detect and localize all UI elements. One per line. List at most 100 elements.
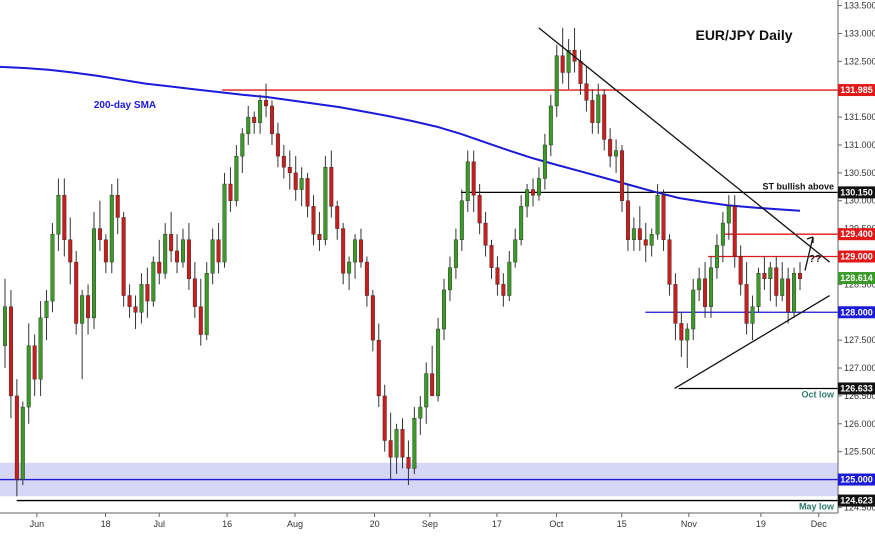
candle [175,250,180,263]
x-tick-label: 19 [756,519,766,529]
candle [115,194,120,218]
x-tick-label: 16 [222,519,232,529]
price-tag [838,250,875,263]
candle [679,323,684,341]
x-tick-label: Oct [549,519,564,529]
candle [768,267,773,280]
price-tag [838,228,875,241]
x-tick-label: Dec [811,519,828,529]
candle [697,278,702,291]
y-tick-label: 128.500 [844,279,875,289]
candle [32,345,37,380]
x-tick-label: 15 [617,519,627,529]
candle [477,194,482,224]
price-tag [838,494,875,507]
candle [275,133,280,157]
candle [649,233,654,246]
candle [382,395,387,441]
candle [20,406,25,480]
candle [774,267,779,296]
price-tag-label: 129.000 [840,252,873,262]
candle [109,194,114,263]
candle [293,172,298,190]
candle [341,228,346,274]
candle [780,278,785,296]
price-tag-label: 126.633 [840,383,873,393]
candle [281,155,286,168]
candle [525,189,530,207]
candle [139,284,144,313]
x-tick-label: Jun [30,519,45,529]
y-tick-label: 131.000 [844,140,875,150]
candle [26,345,31,408]
y-tick-label: 125.500 [844,447,875,457]
y-tick-label: 132.500 [844,56,875,66]
level-note: ST bullish above [762,181,834,191]
candle [578,61,583,84]
candle [86,295,91,319]
candle [430,373,435,397]
candle [489,245,494,268]
candle [103,239,108,263]
candle [703,278,708,307]
candle [495,267,500,285]
candle [400,429,405,458]
candle [92,228,96,319]
candle [8,306,13,397]
candle [264,100,269,107]
candle [673,284,678,324]
x-tick-label: 17 [492,519,502,529]
candle [133,306,138,313]
sma-line [0,65,801,212]
y-tick-label: 126.000 [844,419,875,429]
candle [186,239,191,280]
candle [74,261,79,324]
candle [548,105,553,146]
candle [560,55,565,73]
y-tick-label: 130.000 [844,196,875,206]
y-tick-label: 126.500 [844,391,875,401]
y-tick-label: 124.500 [844,502,875,512]
candle [732,206,737,257]
candle [240,133,245,157]
candle [329,167,334,207]
candle [198,306,203,335]
candle [637,228,642,240]
candle [204,273,209,335]
candle [80,295,85,324]
candle [50,233,55,302]
candle [424,373,429,408]
candle [661,194,666,240]
x-tick-label: Jul [153,519,165,529]
y-tick-label: 127.000 [844,363,875,373]
candle [442,289,447,330]
candle [151,261,156,302]
price-tag-label: 125.000 [840,475,873,485]
candle [252,116,257,123]
candle [471,161,476,196]
candle [364,261,369,296]
candle [720,222,725,246]
candle [163,233,168,274]
candle [584,83,589,101]
price-tag-label: 130.150 [840,187,873,197]
candle [465,161,470,201]
triangle-upper-line [538,27,831,263]
candle [169,233,174,252]
x-tick-label: 18 [101,519,111,529]
y-tick-label: 133.000 [844,28,875,38]
x-tick-label: Sep [422,519,438,529]
candle [608,139,613,157]
candle [643,239,648,246]
price-tag-label: 131.985 [840,85,873,95]
candle [234,155,239,201]
candle [358,239,363,263]
price-tag-label: 124.623 [840,496,873,506]
candle [709,267,713,307]
candle [513,239,518,263]
current-price-tag [838,272,875,285]
candle [566,49,571,73]
